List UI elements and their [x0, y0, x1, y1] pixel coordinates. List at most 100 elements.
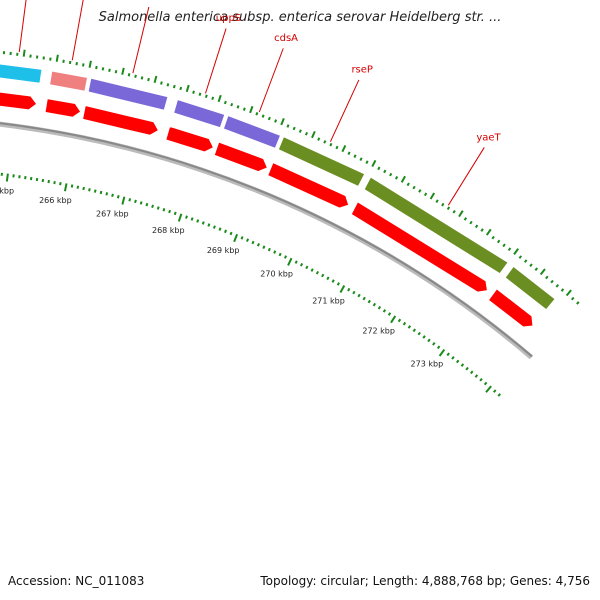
tick-mark	[496, 239, 501, 244]
tick-mark	[423, 192, 428, 197]
tick-mark	[545, 275, 549, 280]
scale-tick	[262, 245, 266, 249]
tick-mark	[529, 263, 533, 267]
scale-tick	[438, 348, 446, 357]
scale-label: 268 kbp	[152, 226, 185, 235]
tick-mark	[114, 70, 118, 74]
tick-mark	[371, 159, 377, 168]
tick-mark	[75, 62, 78, 66]
scale-label: 267 kbp	[96, 209, 129, 218]
tick-layer	[2, 49, 580, 305]
cog-block	[504, 265, 556, 311]
scale-tick	[121, 196, 126, 205]
scale-tick	[151, 204, 154, 209]
tick-mark	[311, 130, 316, 139]
scale-tick	[128, 198, 132, 202]
cog-block	[277, 135, 366, 188]
tick-mark	[134, 74, 137, 79]
tick-mark	[458, 210, 464, 218]
scale-tick	[446, 352, 450, 357]
tick-mark	[267, 116, 271, 121]
tick-mark	[341, 144, 347, 153]
tick-mark	[323, 140, 327, 144]
tick-mark	[394, 176, 399, 180]
scale-tick	[497, 393, 501, 397]
genome-stats-label: Topology: circular; Length: 4,888,768 bp…	[260, 574, 590, 588]
tick-mark	[452, 209, 456, 214]
scale-tick	[436, 345, 441, 350]
tick-mark	[55, 54, 59, 62]
tick-mark	[474, 224, 479, 229]
scale-tick	[212, 225, 216, 229]
tick-mark	[565, 289, 572, 297]
scale-tick	[105, 192, 109, 196]
gene-label: rseP	[351, 65, 373, 76]
gene-label: cdsA	[274, 33, 298, 44]
tick-mark	[223, 100, 227, 105]
tick-mark	[406, 182, 410, 187]
cog-block	[172, 98, 226, 129]
tick-mark	[523, 259, 528, 263]
tick-mark	[153, 75, 158, 83]
scale-tick	[336, 282, 340, 286]
tick-mark	[560, 288, 565, 292]
tick-mark	[353, 154, 357, 158]
scale-tick	[53, 180, 56, 185]
scale-tick	[310, 268, 314, 272]
scale-label: 266 kbp	[39, 196, 72, 205]
scale-tick	[185, 215, 188, 219]
tick-mark	[261, 114, 265, 118]
tick-mark	[185, 84, 190, 93]
tick-mark	[82, 63, 85, 67]
scale-tick	[427, 338, 431, 343]
tick-mark	[249, 105, 254, 114]
scale-tick	[88, 188, 91, 192]
cds-arrow	[267, 161, 350, 209]
scale-label: 272 kbp	[362, 326, 395, 335]
scale-tick	[479, 377, 483, 382]
scale-tick	[352, 290, 356, 295]
accession-label: Accession: NC_011083	[8, 574, 145, 588]
scale-tick	[190, 217, 194, 221]
tick-mark	[140, 76, 144, 80]
scale-tick	[196, 219, 200, 223]
scale-tick	[326, 276, 330, 281]
scale-tick	[207, 223, 211, 227]
tick-mark	[192, 90, 195, 94]
tick-mark	[441, 202, 445, 207]
tick-mark	[230, 102, 234, 107]
scale-tick	[294, 260, 298, 264]
gene-label: yaeT	[476, 133, 501, 144]
scale-label: 269 kbp	[207, 246, 240, 255]
scale-tick	[246, 238, 250, 242]
cds-arrow	[350, 201, 489, 293]
gene-label-leader	[71, 0, 84, 61]
scale-tick	[70, 184, 74, 188]
scale-tick	[470, 370, 474, 375]
scale-tick	[299, 262, 304, 267]
cog-block	[222, 114, 282, 149]
tick-mark	[435, 199, 439, 203]
tick-mark	[198, 92, 202, 96]
genome-backbone	[0, 121, 534, 360]
tick-mark	[298, 129, 302, 133]
scale-tick	[116, 195, 120, 199]
tick-mark	[418, 189, 422, 193]
scale-label: 265 kbp	[0, 186, 14, 195]
cog-layer	[0, 63, 556, 311]
label-layer: rpsBtsfpyrHfrrdxruppScdsArsePyaeT	[18, 0, 502, 206]
scale-tick	[139, 201, 143, 205]
tick-mark	[463, 217, 468, 221]
scale-tick	[451, 356, 455, 360]
scale-tick	[76, 185, 80, 189]
scale-tick	[134, 199, 137, 204]
tick-mark	[400, 175, 406, 183]
scale-tick	[372, 302, 376, 307]
scale-tick	[229, 231, 233, 236]
scale-tick	[173, 211, 177, 216]
backbone-layer	[0, 121, 534, 360]
tick-mark	[365, 160, 369, 164]
scale-tick	[362, 296, 366, 301]
tick-mark	[359, 157, 363, 161]
scale-tick	[41, 178, 45, 183]
